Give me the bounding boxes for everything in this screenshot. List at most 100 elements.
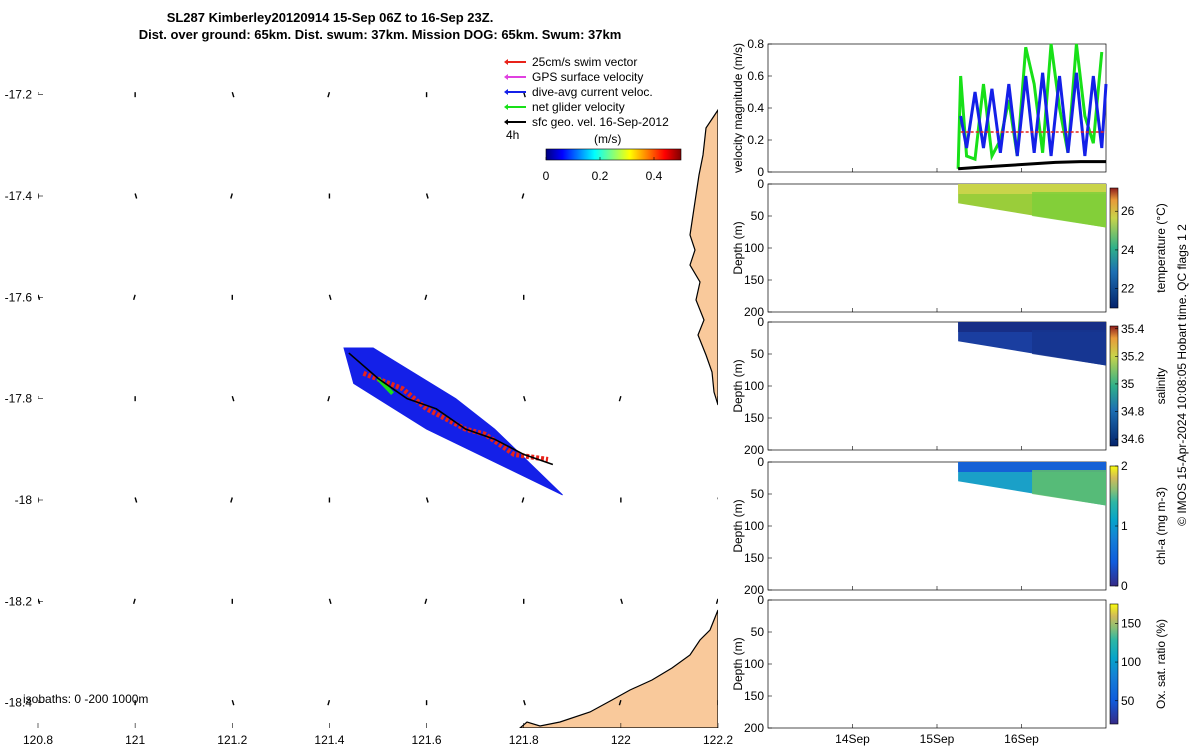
- section-ylabel: Depth (m): [731, 359, 745, 412]
- colorbar-tick-label: 35.2: [1121, 349, 1145, 363]
- map-y-tick-label: -18.4: [5, 696, 33, 710]
- section-y-tick-label: 100: [744, 379, 764, 393]
- geo-arrow: [620, 598, 624, 605]
- speed-colorbar: [545, 148, 682, 161]
- section-colorbar-label: chl-a (mg m-3): [1154, 487, 1168, 565]
- geo-arrow: [230, 497, 233, 503]
- map-subtitle: Dist. over ground: 65km. Dist. swum: 37k…: [139, 27, 622, 42]
- colorbar-tick-label: 0.4: [646, 169, 663, 183]
- section-y-tick-label: 200: [744, 305, 764, 319]
- time-tick-label: 15Sep: [920, 732, 955, 746]
- geo-arrow: [327, 91, 331, 98]
- geo-arrow: [328, 294, 332, 301]
- map-x-tick-label: 122.2: [703, 733, 733, 747]
- legend-arrowhead: [504, 74, 508, 80]
- colorbar-tick-label: 150: [1121, 616, 1141, 630]
- velocity-y-tick-label: 0.4: [747, 101, 764, 115]
- geo-arrow: [521, 193, 525, 199]
- geo-arrow: [231, 699, 235, 706]
- colorbar-tick-label: 24: [1121, 243, 1135, 257]
- section-surface-layer: [958, 322, 1106, 332]
- geo-arrow: [134, 497, 138, 503]
- map-title: SL287 Kimberley20120914 15-Sep 06Z to 16…: [167, 10, 494, 25]
- section-surface-layer: [958, 184, 1106, 194]
- map-y-tick-label: -17.4: [5, 189, 33, 203]
- speed-colorbar-ticks: 0 0.2 0.4: [543, 157, 663, 183]
- map-x-tick-label: 121.2: [217, 733, 247, 747]
- geo-arrow: [328, 598, 332, 605]
- isobaths-label: isobaths: 0 -200 1000m: [23, 692, 148, 706]
- section-y-tick-label: 0: [757, 315, 764, 329]
- map-y-ticks: -17.2 -17.4 -17.6 -17.8 -18 -18.2 -18.4: [5, 88, 43, 710]
- map-x-tick-label: 121: [125, 733, 145, 747]
- colorbar-tick-label: 1: [1121, 519, 1128, 533]
- coastline-land-south: [519, 609, 718, 728]
- section-ylabel: Depth (m): [731, 499, 745, 552]
- colorbar-tick-label: 100: [1121, 655, 1141, 669]
- velocity-series-current: [959, 72, 1108, 157]
- legend-label: 25cm/s swim vector: [532, 55, 637, 69]
- geo-arrow: [327, 395, 331, 402]
- section-y-tick-label: 200: [744, 443, 764, 457]
- section-y-tick-label: 150: [744, 551, 764, 565]
- legend-note: 4h: [506, 128, 519, 142]
- section-axes: [767, 599, 1107, 729]
- section-y-tick-label: 200: [744, 721, 764, 735]
- section-y-tick-label: 150: [744, 273, 764, 287]
- legend-arrowhead: [504, 59, 508, 65]
- legend-arrowhead: [504, 104, 508, 110]
- geo-arrow: [425, 193, 429, 199]
- geo-arrow: [231, 395, 235, 402]
- map-x-tick-label: 121.6: [412, 733, 442, 747]
- legend-label: net glider velocity: [532, 100, 625, 114]
- colorbar-unit: (m/s): [594, 132, 621, 146]
- section-panel-3: 0 50 100 150 200 Depth (m) 50 100 150 Ox. sat. ra…: [731, 593, 1168, 735]
- section-colorbar: [1109, 603, 1119, 725]
- time-tick-label: 16Sep: [1004, 732, 1039, 746]
- velocity-y-tick-label: 0: [757, 165, 764, 179]
- map-x-ticks: 120.8 121 121.2 121.4 121.6 121.8 122 122.2: [23, 723, 733, 747]
- section-deep-layer: [1032, 192, 1106, 228]
- geo-arrow: [425, 497, 429, 503]
- time-tick-label: 14Sep: [835, 732, 870, 746]
- map-y-tick-label: -17.2: [5, 88, 33, 102]
- legend-label: sfc geo. vel. 16-Sep-2012: [532, 115, 669, 129]
- track-line: [348, 352, 554, 466]
- section-y-tick-label: 50: [751, 347, 765, 361]
- colorbar-tick-label: 35.4: [1121, 322, 1145, 336]
- velocity-y-tick-label: 0.6: [747, 69, 764, 83]
- geo-arrow: [717, 497, 718, 500]
- colorbar-tick-label: 34.8: [1121, 405, 1145, 419]
- geo-arrow: [132, 598, 136, 605]
- geo-arrow: [424, 294, 428, 301]
- section-y-tick-label: 100: [744, 241, 764, 255]
- geo-arrow: [523, 699, 526, 706]
- map-y-tick-label: -17.6: [5, 290, 33, 304]
- glider-track: [343, 347, 563, 496]
- geo-arrow: [134, 193, 138, 199]
- velocity-series-net: [956, 43, 1104, 169]
- section-colorbar-label: temperature (°C): [1154, 203, 1168, 293]
- section-ylabel: Depth (m): [731, 221, 745, 274]
- legend-arrowhead: [504, 119, 508, 125]
- section-colorbar: [1109, 325, 1119, 447]
- colorbar-tick-label: 0.2: [592, 169, 609, 183]
- map-x-tick-label: 120.8: [23, 733, 53, 747]
- map-x-tick-label: 121.8: [509, 733, 539, 747]
- section-panel-1: 0 50 100 150 200 Depth (m) 34.6 34.8 35 35.2 35.4 s…: [731, 315, 1168, 457]
- section-ylabel: Depth (m): [731, 637, 745, 690]
- map-x-tick-label: 121.4: [314, 733, 344, 747]
- colorbar-tick-label: 26: [1121, 204, 1135, 218]
- section-colorbar: [1109, 187, 1119, 309]
- map-y-tick-label: -18: [15, 493, 33, 507]
- geo-arrow: [618, 395, 622, 402]
- section-y-tick-label: 150: [744, 411, 764, 425]
- geo-arrow: [618, 699, 622, 706]
- coastline-land: [689, 108, 718, 406]
- colorbar-tick-label: 34.6: [1121, 432, 1145, 446]
- legend-arrowhead: [504, 89, 508, 95]
- geostrophic-arrows: [38, 91, 718, 706]
- colorbar-tick-label: 35: [1121, 377, 1135, 391]
